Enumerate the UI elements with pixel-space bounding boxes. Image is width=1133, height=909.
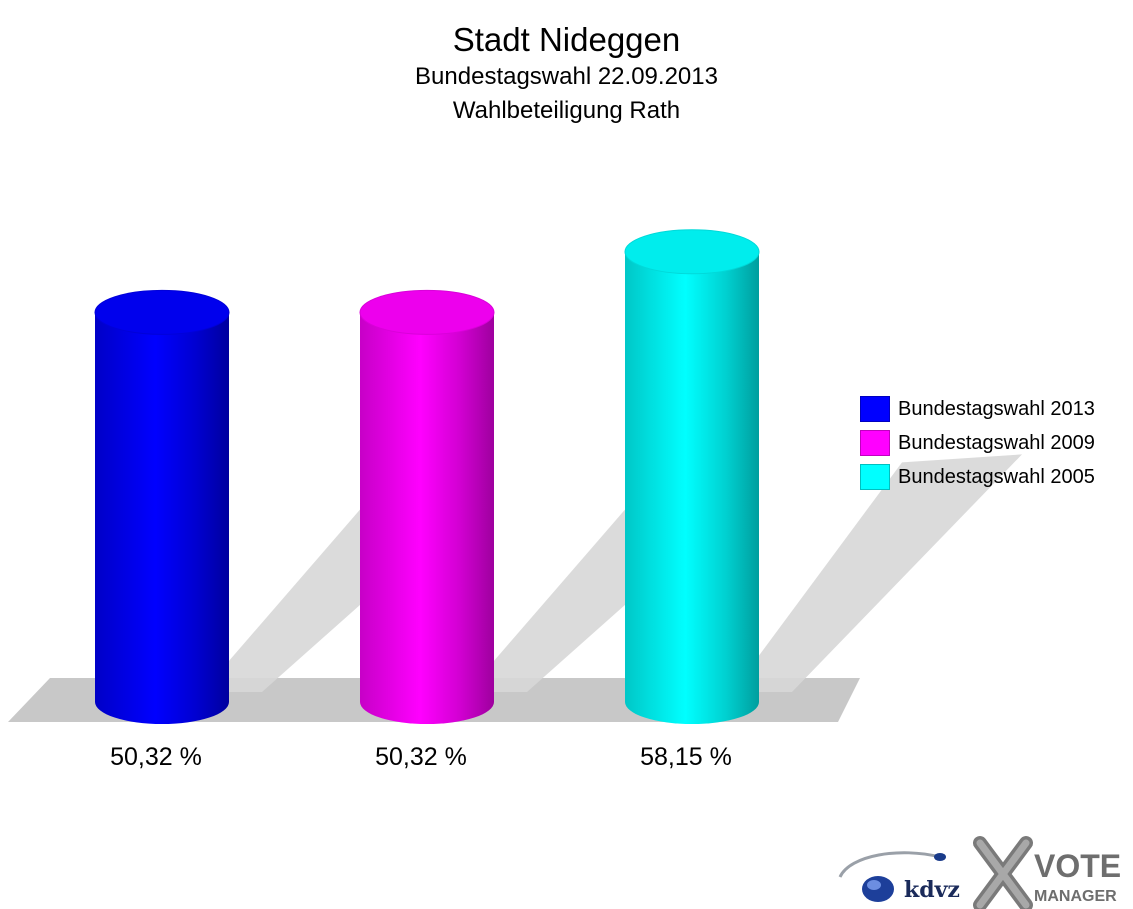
bar bbox=[360, 312, 494, 724]
chart-subtitle: Bundestagswahl 22.09.2013 bbox=[415, 63, 718, 90]
legend-item: Bundestagswahl 2009 bbox=[860, 426, 1095, 460]
swoosh-icon bbox=[838, 851, 941, 878]
legend-item: Bundestagswahl 2013 bbox=[860, 392, 1095, 426]
data-label: 58,15 % bbox=[640, 743, 732, 771]
legend-swatch bbox=[860, 396, 890, 422]
data-label: 50,32 % bbox=[110, 743, 202, 771]
bar-shadow bbox=[732, 454, 1022, 692]
bar bbox=[95, 312, 229, 724]
legend-label: Bundestagswahl 2013 bbox=[898, 397, 1095, 420]
manager-wordmark: MANAGER bbox=[1034, 888, 1117, 905]
vote-manager-logo: kdvz VOTE MANAGER bbox=[838, 836, 1121, 909]
legend-label: Bundestagswahl 2005 bbox=[898, 465, 1095, 488]
bar bbox=[625, 251, 759, 724]
chart-title: Stadt Nideggen bbox=[452, 21, 681, 58]
data-label: 50,32 % bbox=[375, 743, 467, 771]
dot-icon bbox=[934, 853, 946, 861]
bar-top bbox=[624, 229, 760, 275]
kdvz-wordmark: kdvz bbox=[904, 877, 960, 903]
legend: Bundestagswahl 2013 Bundestagswahl 2009 … bbox=[860, 392, 1095, 494]
bar-top bbox=[94, 289, 230, 335]
legend-swatch bbox=[860, 464, 890, 490]
legend-label: Bundestagswahl 2009 bbox=[898, 431, 1095, 454]
bar-top bbox=[359, 289, 495, 335]
legend-swatch bbox=[860, 430, 890, 456]
chart-subtitle: Wahlbeteiligung Rath bbox=[452, 97, 681, 124]
value-labels-layer: 50,32 % 50,32 % 58,15 % bbox=[110, 743, 732, 771]
legend-item: Bundestagswahl 2005 bbox=[860, 460, 1095, 494]
bars-layer bbox=[94, 229, 760, 724]
vote-wordmark: VOTE bbox=[1034, 848, 1121, 884]
